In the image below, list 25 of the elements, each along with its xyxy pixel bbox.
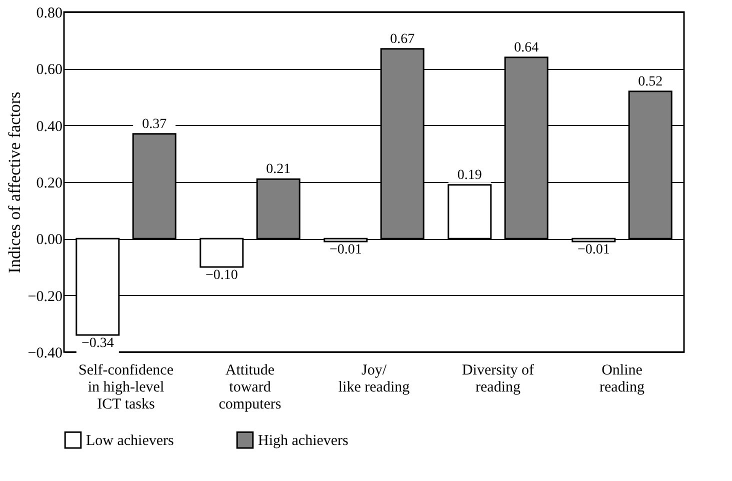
data-label: 0.19 (457, 168, 482, 183)
x-tick-label: Joy/ like reading (338, 362, 410, 396)
y-tick-label: 0.20 (36, 176, 62, 192)
y-tick-label: −0.20 (28, 288, 62, 305)
legend-label: High achievers (258, 433, 349, 450)
data-label: 0.67 (390, 32, 415, 47)
data-label: −0.10 (205, 268, 238, 283)
y-tick-label: 0.80 (36, 6, 62, 22)
data-label: 0.21 (266, 162, 291, 178)
x-tick-label: Self-confidence in high-level ICT tasks (78, 362, 174, 412)
data-label: 0.37 (142, 116, 167, 132)
data-label: −0.34 (81, 336, 114, 351)
x-tick-label: Diversity of reading (462, 362, 534, 396)
y-axis-title: Indices of affective factors (4, 92, 24, 274)
legend-label: Low achievers (86, 433, 174, 450)
data-label: 0.64 (514, 40, 539, 56)
y-tick-label: 0.40 (36, 118, 62, 135)
y-tick-label: −0.40 (28, 346, 62, 362)
data-label: −0.01 (577, 242, 610, 258)
data-label: −0.01 (329, 242, 362, 258)
x-tick-label: Online reading (600, 362, 645, 396)
data-label: 0.52 (638, 74, 663, 90)
y-tick-label: 0.00 (36, 232, 62, 248)
x-tick-label: Attitude toward computers (218, 362, 282, 412)
y-tick-label: 0.60 (36, 62, 62, 78)
